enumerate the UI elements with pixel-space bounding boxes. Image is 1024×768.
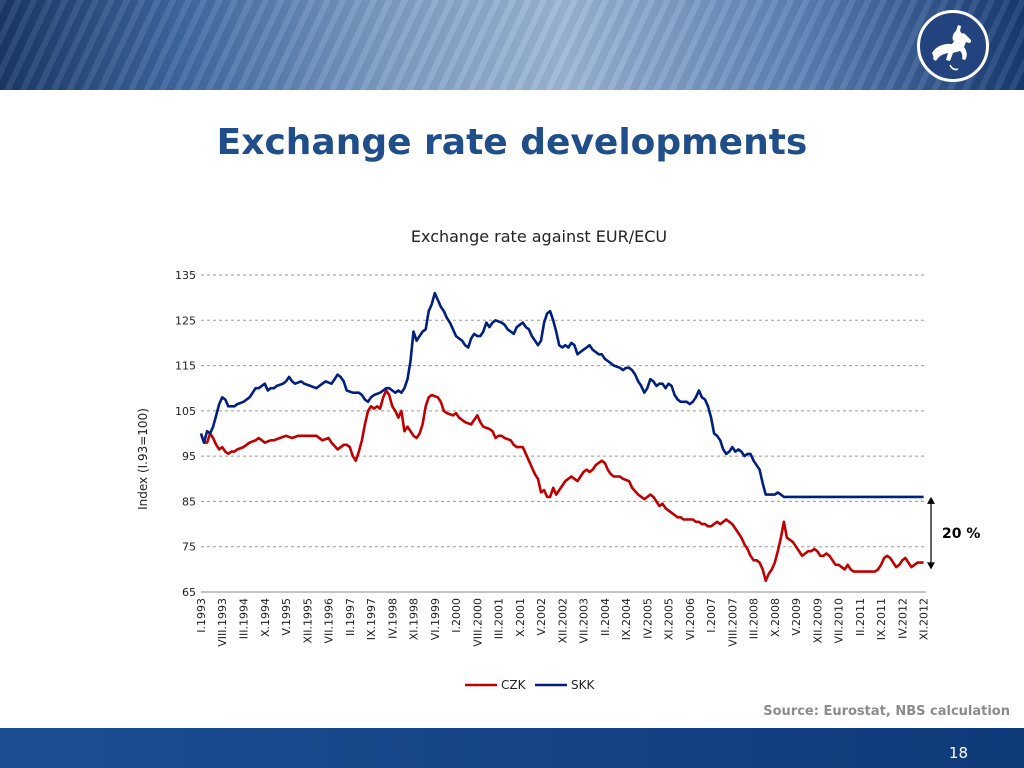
x-tick-label: I.2007 <box>705 598 718 633</box>
x-tick-label: XII.2002 <box>556 598 569 644</box>
gridlines <box>201 274 926 593</box>
x-tick-label: V.2009 <box>790 598 803 636</box>
logo <box>917 10 989 82</box>
footer-bar: 18 <box>0 728 1024 768</box>
x-tick-label: I.2000 <box>450 598 463 633</box>
annotation: 20 % <box>927 496 980 570</box>
x-tick-label: II.2004 <box>599 598 612 636</box>
x-tick-label: VII.2010 <box>833 598 846 644</box>
x-tick-label: III.2001 <box>493 598 506 639</box>
x-tick-label: X.2001 <box>514 598 527 637</box>
x-tick-label: VIII.2007 <box>726 598 739 647</box>
legend: CZK SKK <box>465 678 595 692</box>
y-tick-label: 65 <box>182 586 196 599</box>
x-tick-label: III.1994 <box>238 598 251 639</box>
x-tick-label: V.2002 <box>535 598 548 636</box>
x-tick-label: VII.1996 <box>323 598 336 644</box>
x-tick-label: I.1993 <box>195 598 208 633</box>
x-tick-label: XI.1998 <box>408 598 421 640</box>
x-tick-label: VIII.2000 <box>471 598 484 647</box>
y-axis-label: Index (I.93=100) <box>136 408 150 510</box>
horse-rider-logo-icon <box>932 25 972 71</box>
annotation-label: 20 % <box>942 526 980 542</box>
x-tick-label: X.2008 <box>769 598 782 637</box>
banner-texture <box>0 0 1024 90</box>
x-tick-label: VIII.1993 <box>216 598 229 647</box>
y-tick-label: 85 <box>182 495 196 508</box>
source-note: Source: Eurostat, NBS calculation <box>763 704 1010 719</box>
y-tick-labels: 65 75 85 95 105 115 125 135 <box>175 269 196 599</box>
x-tick-label: IX.2004 <box>620 598 633 640</box>
series-line-czk <box>199 389 924 582</box>
y-tick-label: 95 <box>182 450 196 463</box>
y-tick-label: 105 <box>175 405 196 418</box>
x-tick-label: IV.2005 <box>641 598 654 639</box>
annotation-arrow-down <box>927 562 935 570</box>
x-tick-label: XI.2012 <box>918 598 931 640</box>
y-tick-label: 135 <box>175 269 196 282</box>
x-tick-label: IV.2012 <box>896 598 909 639</box>
x-tick-label: XII.2009 <box>811 598 824 644</box>
x-tick-label: X.1994 <box>259 598 272 637</box>
header-banner <box>0 0 1024 90</box>
x-tick-label: II.1997 <box>344 598 357 636</box>
x-tick-label: IV.1998 <box>386 598 399 639</box>
x-tick-label: IX.2011 <box>875 598 888 640</box>
y-tick-label: 125 <box>175 314 196 327</box>
x-tick-label: IX.1997 <box>365 598 378 640</box>
x-tick-label: VI.1999 <box>429 598 442 640</box>
x-tick-label: III.2008 <box>748 598 761 639</box>
y-tick-label: 115 <box>175 360 196 373</box>
y-tick-label: 75 <box>182 541 196 554</box>
legend-label: CZK <box>501 678 527 692</box>
series-lines <box>199 291 924 582</box>
series-line-skk <box>199 291 924 499</box>
x-tick-label: VI.2006 <box>684 598 697 640</box>
x-tick-labels: I.1993 VIII.1993 III.1994 X.1994 V.1995 XII.1… <box>195 598 931 647</box>
legend-label: SKK <box>571 678 595 692</box>
x-tick-label: XI.2005 <box>663 598 676 640</box>
x-tick-label: V.1995 <box>280 598 293 636</box>
page-number: 18 <box>948 744 968 762</box>
x-tick-label: II.2011 <box>854 598 867 636</box>
page-title: Exchange rate developments <box>216 122 808 163</box>
chart-title: Exchange rate against EUR/ECU <box>411 227 667 246</box>
x-tick-label: VII.2003 <box>578 598 591 644</box>
x-tick-label: XII.1995 <box>301 598 314 644</box>
annotation-arrow-up <box>927 496 935 504</box>
